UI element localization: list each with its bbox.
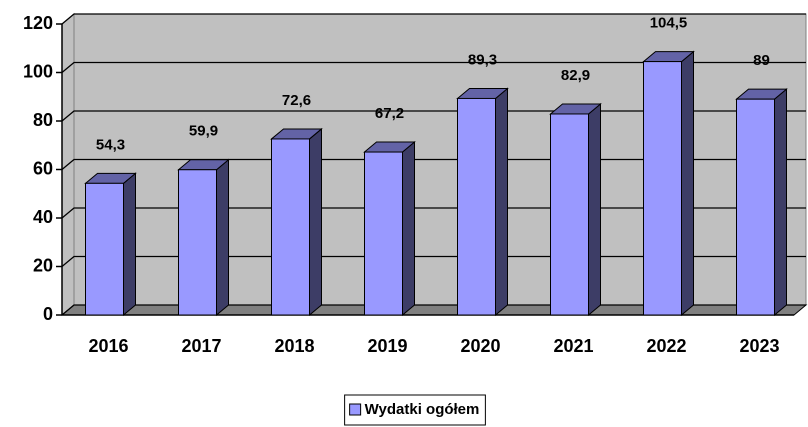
x-tick-label: 2023 — [739, 336, 779, 356]
bar-side — [774, 88, 787, 317]
value-label: 82,9 — [561, 67, 590, 84]
x-tick-label: 2021 — [553, 336, 593, 356]
y-tick-label: 40 — [33, 207, 53, 227]
y-tick-label: 60 — [33, 158, 53, 178]
bar — [550, 113, 589, 316]
bar — [364, 151, 403, 316]
bar-side — [309, 127, 322, 317]
bar — [736, 98, 775, 316]
grid-line — [61, 13, 806, 25]
grid-line — [61, 61, 806, 73]
bar-side — [681, 50, 694, 317]
bar-side — [588, 102, 601, 317]
x-tick-label: 2016 — [88, 336, 128, 356]
bar-side — [402, 140, 415, 317]
bar — [643, 61, 682, 316]
y-tick-label: 120 — [23, 13, 53, 33]
value-label: 89,3 — [468, 51, 497, 68]
y-tick-label: 80 — [33, 110, 53, 130]
value-label: 54,3 — [96, 136, 125, 153]
legend-box — [344, 394, 486, 426]
value-label: 72,6 — [282, 92, 311, 109]
bar-side — [123, 172, 136, 317]
x-tick-label: 2017 — [181, 336, 221, 356]
bar-side — [495, 87, 508, 317]
x-tick-label: 2020 — [460, 336, 500, 356]
value-label: 67,2 — [375, 105, 404, 122]
floor — [60, 304, 808, 316]
bar-side — [216, 158, 229, 317]
bar — [85, 182, 124, 316]
legend-label: Wydatki ogółem — [365, 401, 480, 418]
x-tick-label: 2022 — [646, 336, 686, 356]
bar — [271, 138, 310, 316]
y-tick-label: 0 — [43, 304, 53, 324]
x-tick-label: 2019 — [367, 336, 407, 356]
y-tick-label: 100 — [23, 61, 53, 81]
bar — [178, 169, 217, 316]
value-label: 104,5 — [650, 15, 688, 32]
y-tick-label: 20 — [33, 255, 53, 275]
value-label: 89 — [753, 52, 770, 69]
x-tick-label: 2018 — [274, 336, 314, 356]
bar — [457, 97, 496, 316]
legend-swatch — [349, 403, 362, 416]
value-label: 59,9 — [189, 123, 218, 140]
